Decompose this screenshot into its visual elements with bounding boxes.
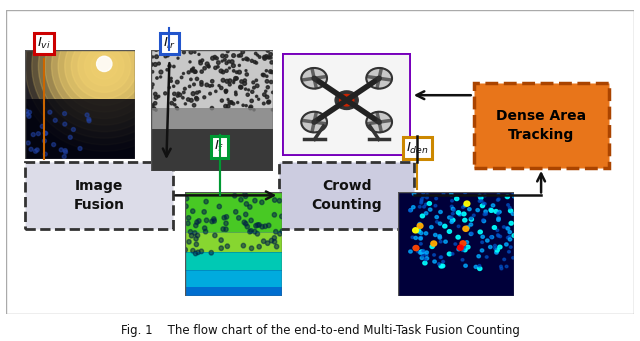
Text: $I_{den}$: $I_{den}$ — [406, 141, 429, 156]
Text: $I_{vi}$: $I_{vi}$ — [37, 36, 51, 51]
Text: Crowd
Counting: Crowd Counting — [311, 179, 382, 212]
FancyBboxPatch shape — [474, 83, 609, 168]
FancyBboxPatch shape — [25, 162, 173, 229]
Text: $I_{ir}$: $I_{ir}$ — [163, 36, 176, 51]
Text: $I_{f}$: $I_{f}$ — [214, 139, 225, 154]
Text: Fig. 1    The flow chart of the end-to-end Multi-Task Fusion Counting: Fig. 1 The flow chart of the end-to-end … — [120, 324, 520, 337]
FancyBboxPatch shape — [279, 162, 414, 229]
Text: Dense Area
Tracking: Dense Area Tracking — [496, 109, 586, 142]
Text: Image
Fusion: Image Fusion — [74, 179, 124, 212]
